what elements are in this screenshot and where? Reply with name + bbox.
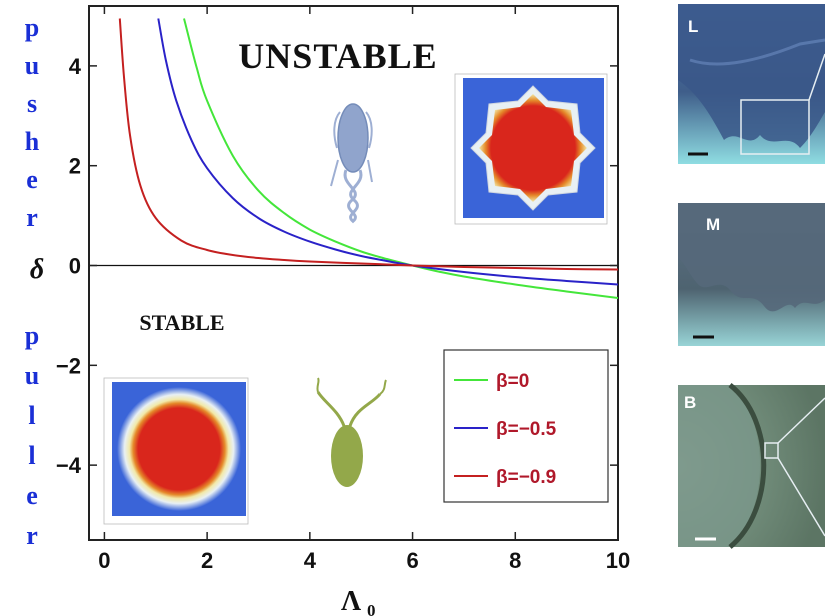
pusher-letter: e (26, 165, 38, 194)
series-line (183, 18, 618, 299)
pusher-organism-icon (330, 103, 373, 224)
y-axis-label: δ (30, 254, 44, 285)
pusher-letter: r (26, 203, 38, 232)
photo-l: L (678, 4, 825, 164)
puller-letter: l (28, 441, 35, 470)
puller-letter: p (25, 321, 39, 350)
x-tick-label: 6 (406, 548, 418, 573)
puller-organism-icon (316, 377, 387, 487)
x-tick-label: 0 (98, 548, 110, 573)
stable-annotation: STABLE (139, 310, 224, 335)
y-tick-label: 0 (69, 254, 81, 279)
y-tick-label: 4 (69, 54, 82, 79)
svg-text:B: B (684, 393, 696, 412)
pusher-letter: h (25, 127, 40, 156)
puller-letter: r (26, 521, 38, 550)
svg-text:M: M (706, 215, 720, 234)
svg-text:L: L (688, 17, 698, 36)
photo-b: B (678, 383, 825, 549)
y-tick-label: −2 (56, 353, 81, 378)
svg-text:Λ: Λ (341, 586, 361, 616)
x-tick-label: 8 (509, 548, 521, 573)
y-tick-label: 2 (69, 154, 81, 179)
stable-inset (103, 377, 249, 525)
y-axis-ticks: 4 2 0 −2 −4 (56, 54, 618, 478)
series-line (157, 18, 618, 286)
x-axis-ticks: 0 2 4 6 8 10 (98, 6, 630, 573)
legend-entry-label: β=−0.9 (496, 467, 556, 488)
x-tick-label: 4 (304, 548, 317, 573)
x-tick-label: 10 (606, 548, 630, 573)
svg-text:0: 0 (367, 601, 376, 616)
series-line (118, 18, 618, 271)
y-tick-label: −4 (56, 453, 82, 478)
unstable-annotation: UNSTABLE (238, 36, 437, 76)
legend-entry-label: β=−0.5 (496, 419, 557, 440)
pusher-letter: u (25, 51, 39, 80)
legend-entry-label: β=0 (496, 371, 529, 392)
x-tick-label: 2 (201, 548, 213, 573)
puller-letter: e (26, 481, 38, 510)
legend: β=0 β=−0.5 β=−0.9 (443, 349, 609, 503)
photo-m: M (678, 203, 825, 346)
pusher-letter: s (27, 89, 37, 118)
pusher-letter: p (25, 13, 39, 42)
puller-letter: l (28, 401, 35, 430)
unstable-inset (454, 73, 608, 225)
puller-letter: u (25, 361, 39, 390)
series-curves (118, 18, 618, 299)
x-axis-label: Λ 0 (341, 586, 376, 616)
